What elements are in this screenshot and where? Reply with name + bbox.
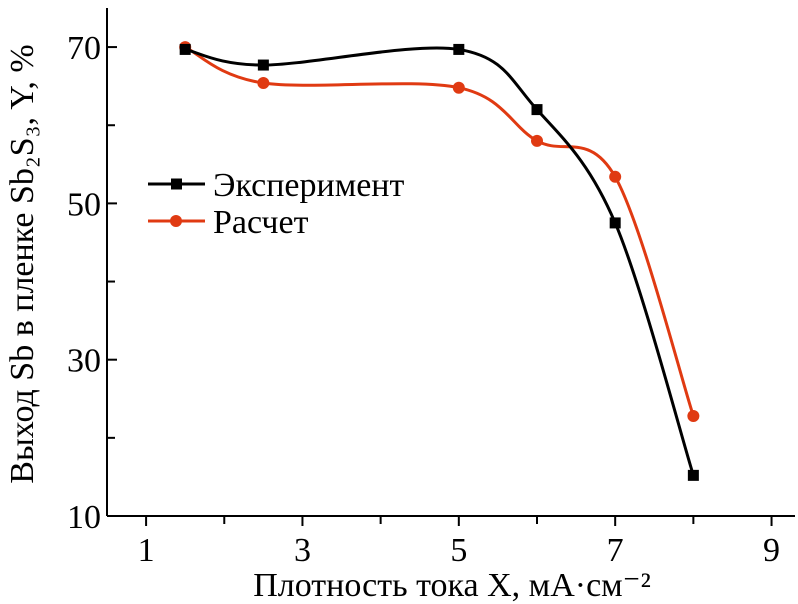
series-layer bbox=[179, 41, 700, 481]
y-tick-label: 30 bbox=[67, 343, 101, 380]
y-tick-label: 10 bbox=[67, 499, 101, 536]
data-point-experiment bbox=[609, 217, 621, 229]
x-tick-label: 7 bbox=[607, 532, 624, 569]
x-axis-label: Плотность тока X, мА·см⁻² bbox=[253, 567, 651, 604]
data-point-experiment bbox=[531, 104, 543, 116]
x-tick-label: 9 bbox=[763, 532, 780, 569]
data-point-calculation bbox=[452, 81, 465, 94]
data-point-experiment bbox=[687, 469, 699, 481]
data-point-calculation bbox=[531, 134, 543, 147]
axes: 1 3 5 7 9 10 30 50 70 bbox=[67, 8, 795, 569]
legend-label-calculation: Расчет bbox=[213, 204, 309, 241]
legend-marker-experiment bbox=[171, 178, 182, 190]
y-tick-label: 70 bbox=[67, 30, 101, 67]
legend-label-experiment: Эксперимент bbox=[213, 167, 404, 204]
x-tick-label: 3 bbox=[294, 532, 311, 569]
data-point-calculation bbox=[609, 170, 622, 183]
data-point-calculation bbox=[687, 409, 700, 422]
x-tick-label: 5 bbox=[450, 532, 467, 569]
y-axis-label: Выход Sb в пленке Sb₂S₃, Y, % bbox=[4, 44, 41, 483]
x-tick-label: 1 bbox=[138, 532, 155, 569]
y-tick-label: 50 bbox=[67, 186, 101, 223]
data-point-experiment bbox=[257, 59, 269, 71]
legend-marker-calculation bbox=[170, 215, 182, 227]
series-line-experiment bbox=[184, 46, 695, 476]
data-point-calculation bbox=[257, 77, 270, 90]
data-point-experiment bbox=[453, 43, 465, 55]
data-point-experiment bbox=[179, 43, 191, 55]
